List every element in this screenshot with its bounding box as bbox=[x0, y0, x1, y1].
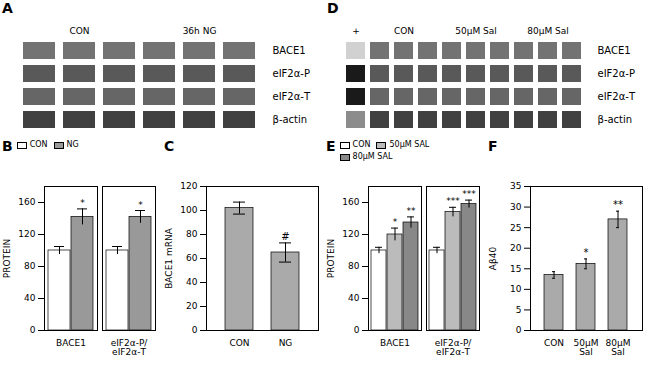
svg-text:*: * bbox=[138, 200, 143, 210]
html-text:50μM SAL: 50μM SAL bbox=[389, 140, 430, 149]
html-text:CON: CON bbox=[29, 140, 48, 149]
svg-text:36h NG: 36h NG bbox=[183, 26, 217, 36]
svg-text:40: 40 bbox=[24, 293, 36, 303]
svg-text:120: 120 bbox=[342, 229, 359, 239]
html-text:E: E bbox=[326, 138, 336, 154]
svg-text:80μMSal: 80μMSal bbox=[606, 338, 631, 357]
svg-text:0: 0 bbox=[30, 325, 36, 335]
svg-text:***: *** bbox=[462, 189, 476, 199]
svg-text:eIF2α-P/eIF2α-T: eIF2α-P/eIF2α-T bbox=[111, 338, 149, 357]
svg-text:10: 10 bbox=[510, 284, 522, 294]
svg-text:120: 120 bbox=[18, 229, 35, 239]
svg-text:80: 80 bbox=[24, 261, 36, 271]
svg-text:Aβ40: Aβ40 bbox=[488, 247, 498, 271]
svg-text:CON: CON bbox=[544, 338, 564, 348]
svg-text:CON: CON bbox=[229, 338, 249, 348]
svg-text:BACE1: BACE1 bbox=[380, 338, 410, 348]
html-text:F: F bbox=[488, 138, 498, 154]
html-text:A: A bbox=[2, 0, 13, 16]
svg-text:40: 40 bbox=[348, 293, 360, 303]
svg-text:160: 160 bbox=[342, 197, 359, 207]
svg-text:0: 0 bbox=[192, 325, 198, 335]
svg-text:40: 40 bbox=[186, 277, 198, 287]
svg-text:#: # bbox=[281, 231, 289, 242]
html-text:80μM SAL: 80μM SAL bbox=[352, 152, 393, 161]
svg-text:20: 20 bbox=[510, 243, 522, 253]
html-text:C: C bbox=[164, 138, 175, 154]
html-text:D: D bbox=[327, 0, 339, 16]
svg-text:120: 120 bbox=[180, 181, 197, 191]
html-text:B: B bbox=[2, 138, 13, 154]
svg-text:NG: NG bbox=[279, 338, 293, 348]
svg-text:*: * bbox=[584, 247, 589, 258]
svg-text:***: *** bbox=[446, 196, 460, 206]
svg-text:30: 30 bbox=[510, 202, 522, 212]
svg-text:35: 35 bbox=[510, 181, 521, 191]
html-text:NG: NG bbox=[66, 140, 79, 149]
svg-text:**: ** bbox=[613, 199, 623, 210]
svg-text:25: 25 bbox=[510, 223, 521, 233]
svg-text:50μMSal: 50μMSal bbox=[574, 338, 599, 357]
svg-text:eIF2α-P: eIF2α-P bbox=[598, 68, 635, 79]
svg-text:CON: CON bbox=[69, 26, 89, 36]
svg-text:20: 20 bbox=[186, 301, 198, 311]
svg-text:β-actin: β-actin bbox=[273, 114, 308, 125]
svg-text:eIF2α-P: eIF2α-P bbox=[273, 68, 310, 79]
svg-text:BACE1: BACE1 bbox=[56, 338, 86, 348]
svg-text:5: 5 bbox=[516, 305, 522, 315]
svg-text:CON: CON bbox=[394, 26, 414, 36]
svg-text:+: + bbox=[352, 26, 360, 36]
svg-text:β-actin: β-actin bbox=[598, 114, 633, 125]
html-text:CON: CON bbox=[352, 140, 371, 149]
svg-text:50μM Sal: 50μM Sal bbox=[455, 26, 497, 36]
svg-text:15: 15 bbox=[510, 264, 521, 274]
svg-text:100: 100 bbox=[180, 205, 197, 215]
svg-text:160: 160 bbox=[18, 197, 35, 207]
svg-text:80: 80 bbox=[348, 261, 360, 271]
svg-text:eIF2α-T: eIF2α-T bbox=[273, 91, 311, 102]
svg-text:**: ** bbox=[407, 206, 417, 216]
svg-text:BACE1: BACE1 bbox=[273, 45, 306, 56]
svg-text:*: * bbox=[393, 217, 398, 227]
svg-text:60: 60 bbox=[186, 253, 198, 263]
svg-text:PROTEIN: PROTEIN bbox=[326, 239, 336, 278]
svg-text:*: * bbox=[80, 198, 85, 208]
svg-text:eIF2α-T: eIF2α-T bbox=[598, 91, 636, 102]
svg-text:0: 0 bbox=[354, 325, 360, 335]
svg-text:80: 80 bbox=[186, 229, 198, 239]
svg-text:BACE1 mRNA: BACE1 mRNA bbox=[164, 227, 174, 288]
svg-text:80μM Sal: 80μM Sal bbox=[527, 26, 569, 36]
svg-text:0: 0 bbox=[516, 325, 522, 335]
svg-text:PROTEIN: PROTEIN bbox=[2, 239, 12, 278]
svg-text:BACE1: BACE1 bbox=[598, 45, 631, 56]
svg-text:eIF2α-P/eIF2α-T: eIF2α-P/eIF2α-T bbox=[435, 338, 473, 357]
